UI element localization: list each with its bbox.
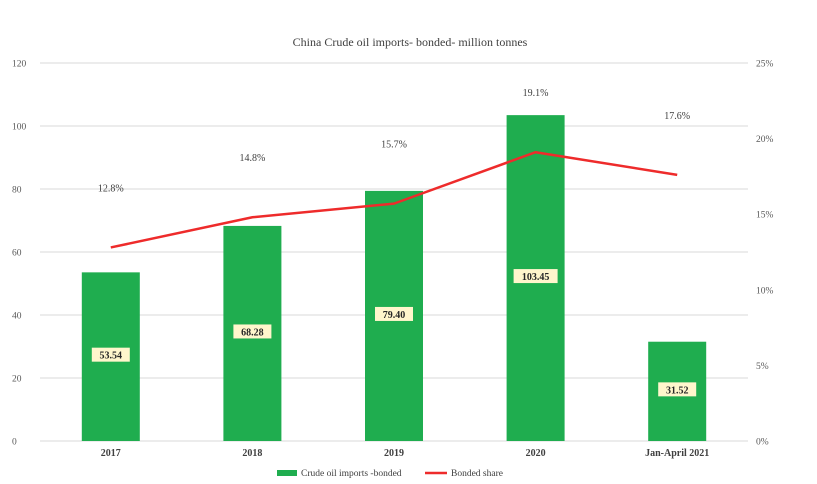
legend: Crude oil imports -bonded Bonded share [277,469,503,479]
y-left-tick-label: 20 [12,375,22,385]
bar-data-label: 68.28 [241,327,264,338]
right-axis: 0% 5% 10% 15% 20% 25% [756,60,774,448]
legend-swatch-bar [277,470,297,476]
line-data-label: 17.6% [664,111,690,122]
y-left-tick-label: 100 [12,123,27,133]
x-axis: 2017 2018 2019 2020 Jan-April 2021 [101,448,709,459]
x-tick-label: 2019 [384,448,404,459]
y-right-tick-label: 20% [756,135,774,145]
bar-data-label-box [658,382,697,397]
y-right-tick-label: 10% [756,286,774,296]
line-data-label: 12.8% [98,183,124,194]
left-axis: 0 20 40 60 80 100 120 [12,60,27,448]
bar-data-label: 103.45 [522,272,550,283]
y-right-tick-label: 15% [756,211,774,221]
bar-data-label: 79.40 [383,310,406,321]
bar-data-labels: 53.54 68.28 79.40 103.45 31.52 [91,269,697,397]
line-series [110,150,678,249]
legend-label-line: Bonded share [451,469,503,479]
bar-data-label-box [233,324,272,339]
y-right-tick-label: 0% [756,438,769,448]
y-left-tick-label: 80 [12,186,22,196]
bar-data-label: 53.54 [100,351,123,362]
y-left-tick-label: 120 [12,60,27,70]
bar-data-label-box [375,306,413,321]
line-data-label: 19.1% [523,88,549,99]
x-tick-label: Jan-April 2021 [645,448,709,459]
y-right-tick-label: 25% [756,60,774,70]
line-data-label: 15.7% [381,140,407,151]
y-left-tick-label: 0 [12,438,17,448]
y-left-tick-label: 40 [12,312,22,322]
y-right-tick-label: 5% [756,362,769,372]
y-left-tick-label: 60 [12,249,22,259]
x-tick-label: 2020 [526,448,546,459]
line-data-labels: 12.8% 14.8% 15.7% 19.1% 17.6% [98,88,690,194]
bar-data-label-box [513,269,558,284]
chart-title: China Crude oil imports- bonded- million… [293,35,528,49]
x-tick-label: 2018 [242,448,262,459]
legend-label-bar: Crude oil imports -bonded [301,469,402,479]
bar-data-label: 31.52 [666,385,689,396]
x-tick-label: 2017 [101,448,121,459]
line-data-label: 14.8% [239,153,265,164]
bar-data-label-box [91,347,130,362]
